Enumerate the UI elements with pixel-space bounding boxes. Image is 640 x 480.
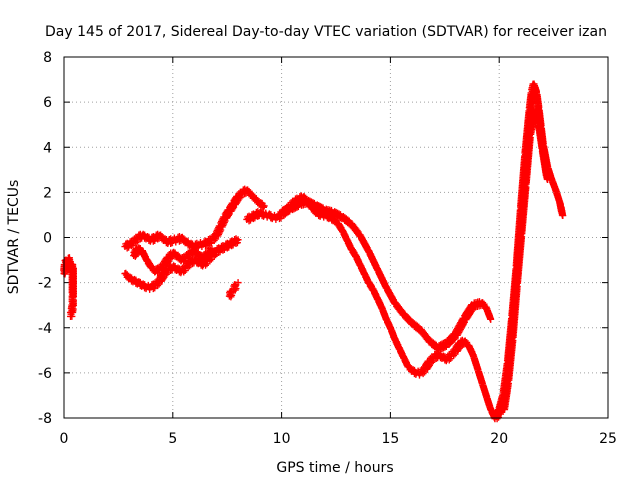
y-axis-label: SDTVAR / TECUs [6, 180, 22, 295]
x-tick-label: 5 [168, 431, 177, 447]
plot-frame [63, 56, 609, 419]
data-point [472, 361, 480, 369]
data-point [543, 175, 551, 183]
x-tick-label: 20 [490, 431, 508, 447]
x-tick-label: 0 [60, 431, 69, 447]
data-point [260, 202, 268, 210]
data-point [354, 256, 362, 264]
data-point [363, 274, 371, 282]
data-point [384, 319, 392, 327]
data-point [362, 242, 370, 250]
data-point [341, 231, 349, 239]
grid [64, 57, 608, 418]
data-point [542, 171, 550, 179]
y-tick-label: 6 [43, 95, 52, 111]
data-point [358, 265, 366, 273]
y-tick-label: -8 [38, 411, 52, 427]
data-point [234, 279, 242, 287]
data-point [376, 300, 384, 308]
data-point [234, 236, 242, 244]
data-point [468, 348, 476, 356]
data-point [551, 183, 559, 191]
y-tick-label: -6 [38, 366, 52, 382]
data-point [67, 312, 75, 320]
data-point [145, 258, 153, 266]
data-point [533, 115, 541, 123]
data-point [367, 281, 375, 289]
y-tick-label: -2 [38, 276, 52, 292]
y-tick-label: -4 [38, 321, 52, 337]
data-point [555, 196, 563, 204]
data-point [371, 260, 379, 268]
x-tick-label: 10 [273, 431, 291, 447]
data-point [477, 374, 485, 382]
data-point [485, 311, 493, 319]
data-point [376, 299, 384, 307]
data-point [345, 240, 353, 248]
data-points [60, 80, 567, 423]
data-point [380, 278, 388, 286]
y-tick-label: 8 [43, 50, 52, 66]
x-tick-label: 15 [381, 431, 399, 447]
data-point [467, 346, 475, 354]
data-point [481, 388, 489, 396]
chart-title: Day 145 of 2017, Sidereal Day-to-day VTE… [45, 24, 607, 40]
data-point [141, 251, 149, 259]
data-point [557, 208, 565, 216]
data-point [402, 357, 410, 365]
y-tick-label: 2 [43, 185, 52, 201]
data-point [397, 348, 405, 356]
y-tick-label: 0 [43, 231, 52, 247]
data-point [381, 311, 389, 319]
data-point [393, 339, 401, 347]
x-axis-label: GPS time / hours [276, 460, 393, 476]
data-point [486, 315, 494, 323]
data-point [389, 294, 397, 302]
data-point [385, 320, 393, 328]
data-point [531, 83, 539, 91]
data-point [390, 332, 398, 340]
data-point [349, 247, 357, 255]
data-point [208, 245, 216, 253]
x-tick-label: 25 [599, 431, 617, 447]
data-point [371, 290, 379, 298]
data-point [558, 211, 566, 219]
data-point [336, 222, 344, 230]
y-tick-label: 4 [43, 140, 52, 156]
data-point [485, 401, 493, 409]
